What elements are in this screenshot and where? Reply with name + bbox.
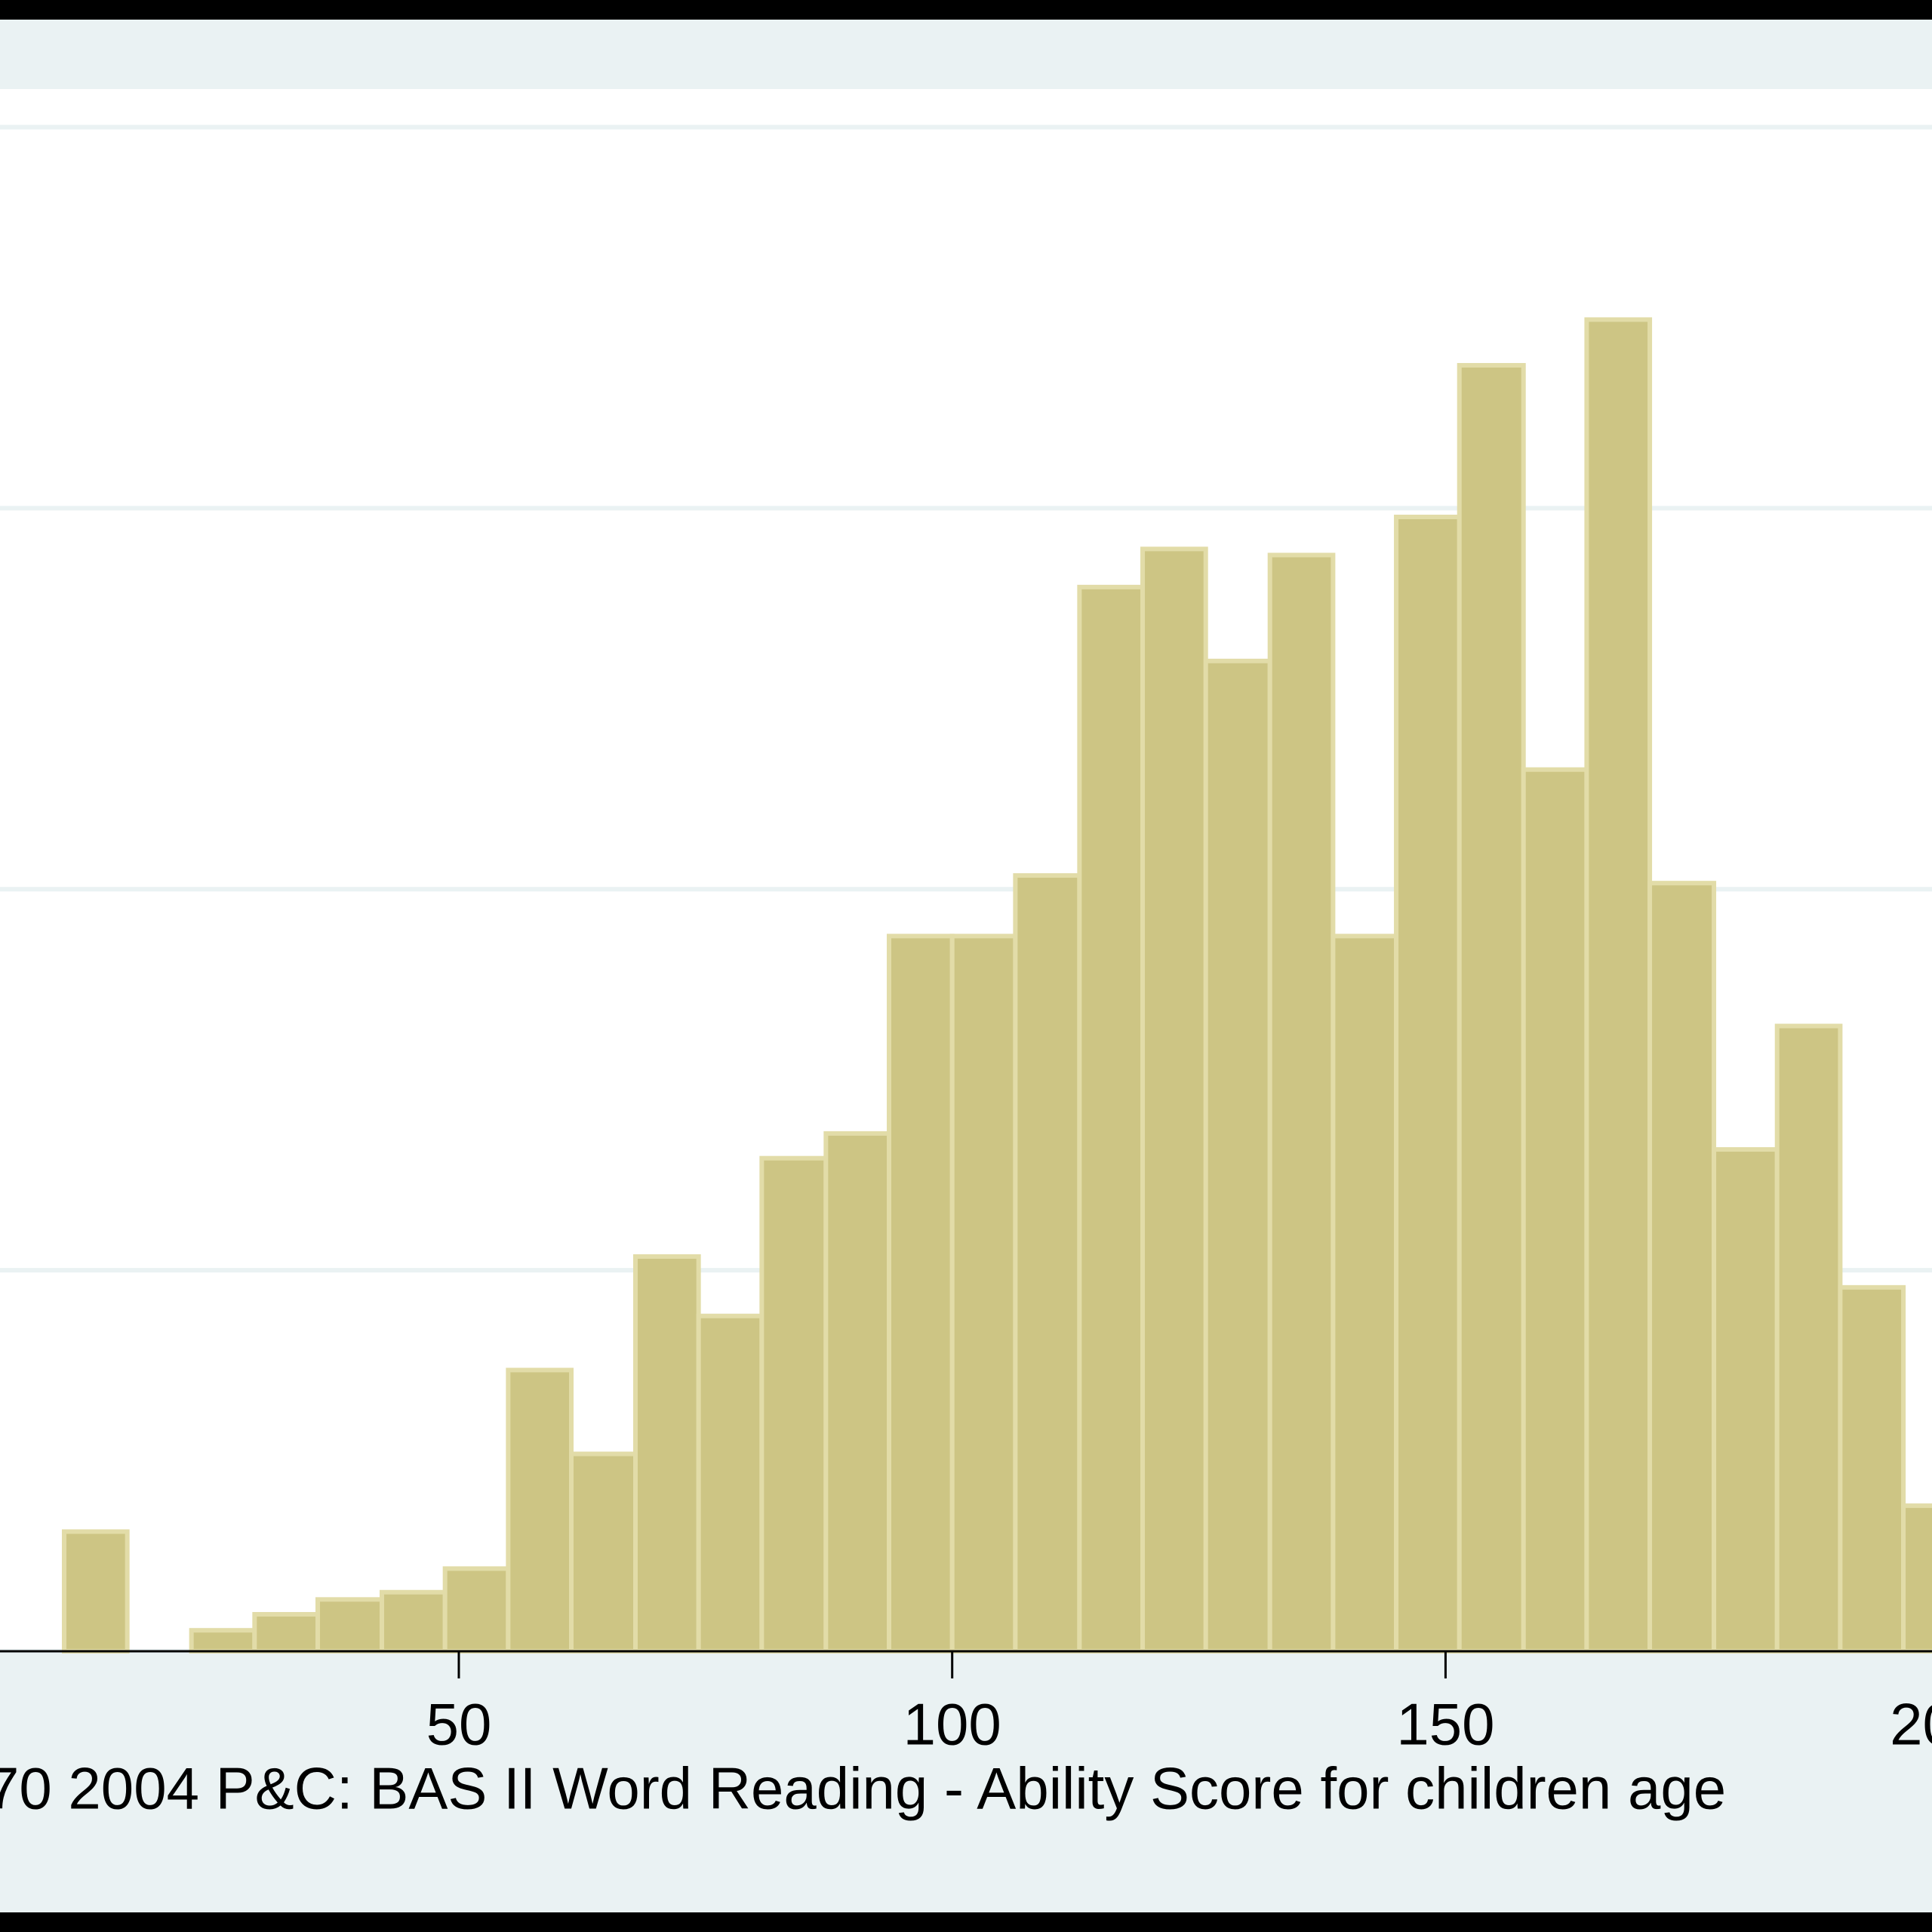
x-tick-label: 150 [1396, 1691, 1494, 1758]
bar [1901, 1503, 1932, 1654]
bar [1013, 873, 1082, 1654]
bar [1774, 1023, 1843, 1654]
bar [823, 1131, 892, 1654]
bar [442, 1566, 511, 1654]
x-axis: 50 100 150 200 [0, 1650, 1932, 1758]
bar [633, 1254, 701, 1654]
bar [189, 1628, 257, 1654]
bar [1521, 767, 1589, 1654]
bar [315, 1597, 384, 1654]
bottom-border [0, 1912, 1932, 1932]
bar [696, 1313, 764, 1654]
bar [379, 1589, 448, 1654]
bar [1267, 552, 1336, 1654]
bar [252, 1612, 321, 1654]
x-axis-title: 70 2004 P&C: BAS II Word Reading - Abili… [0, 1755, 1726, 1822]
bar [506, 1367, 574, 1654]
bar [1584, 317, 1653, 1654]
bar [1394, 514, 1462, 1654]
bar [569, 1451, 638, 1654]
bar [887, 934, 955, 1654]
bar [759, 1155, 829, 1654]
bar [1838, 1284, 1906, 1654]
top-border [0, 0, 1932, 20]
bar [1331, 934, 1399, 1654]
bar [1203, 658, 1272, 1654]
bar [949, 934, 1018, 1654]
bar [1647, 881, 1717, 1654]
x-tick-label: 50 [426, 1691, 492, 1758]
bar [1457, 363, 1526, 1654]
bar [1712, 1147, 1780, 1654]
bar [1077, 584, 1146, 1654]
bar [1140, 546, 1208, 1654]
x-tick-label: 100 [903, 1691, 1001, 1758]
x-tick-label: 200 [1890, 1691, 1932, 1758]
bar [61, 1529, 130, 1654]
